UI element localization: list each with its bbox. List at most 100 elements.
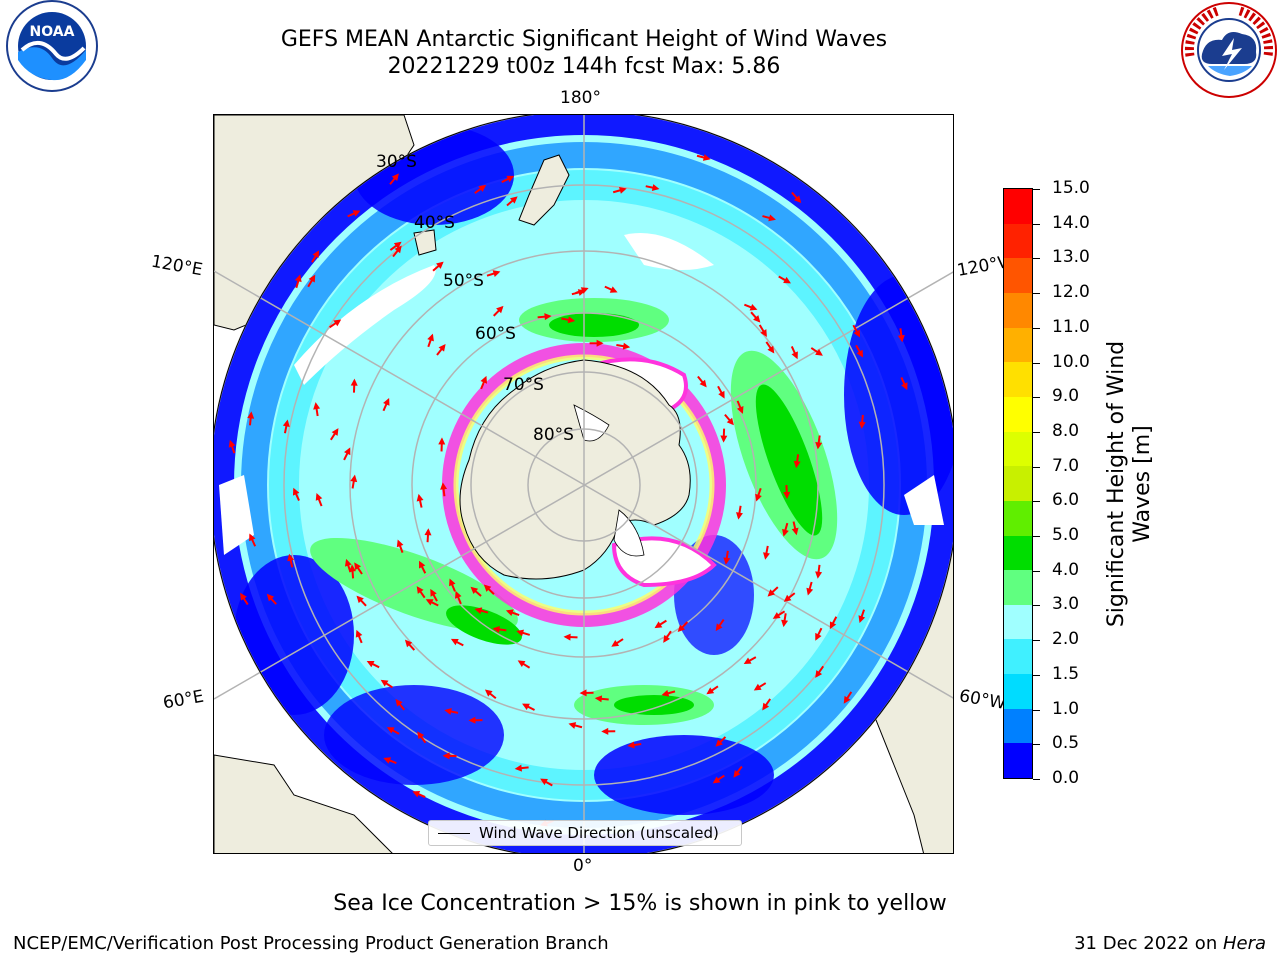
wind-arrow-head (627, 741, 635, 749)
wind-arrow-head (858, 421, 866, 429)
wind-arrow-head (897, 334, 905, 343)
noaa-logo: NOAA (0, 0, 104, 96)
wind-arrow-head (505, 609, 514, 617)
wind-arrow-head (768, 214, 776, 222)
lat-label-30s: 30°S (376, 152, 417, 172)
wind-arrow-head (743, 657, 752, 665)
colorbar-tick (1033, 501, 1040, 503)
wind-arrow-head (350, 378, 358, 386)
wind-arrow-head (783, 491, 791, 500)
colorbar (1003, 188, 1033, 779)
colorbar-tick (1033, 779, 1040, 780)
wind-arrow-head (702, 154, 711, 161)
wind-arrow-head (856, 349, 864, 358)
wind-arrow-head (853, 329, 861, 338)
wind-arrow-head (663, 635, 671, 643)
wind-arrow-head (783, 594, 792, 602)
wind-arrow-head (333, 319, 342, 327)
wind-arrow-head (484, 689, 493, 697)
colorbar-tick-label: 10.0 (1052, 351, 1090, 372)
wind-arrow-head (506, 175, 515, 183)
wind-arrow-head (793, 195, 802, 203)
wind-arrow-head (736, 512, 743, 520)
wind-arrow-head (383, 757, 392, 764)
wind-arrow-head (733, 769, 741, 778)
colorbar-segment (1004, 362, 1032, 397)
wind-arrow-head (510, 196, 518, 204)
colorbar-segment (1004, 743, 1032, 778)
chart-subtitle: 20221229 t00z 144h fcst Max: 5.86 (387, 54, 781, 79)
colorbar-tick (1033, 362, 1040, 364)
wind-arrow-head (544, 313, 552, 321)
legend-label: Wind Wave Direction (unscaled) (479, 824, 719, 842)
lon-label-60w: 60°W (957, 686, 1008, 714)
wind-arrow-head (424, 528, 432, 536)
wind-arrow-head (749, 303, 758, 311)
colorbar-segment (1004, 293, 1032, 328)
wind-arrow-head (331, 428, 339, 436)
wind-arrow-head (829, 621, 837, 630)
wind-arrow-head (781, 619, 789, 628)
svg-text:NOAA: NOAA (30, 24, 75, 40)
colorbar-tick-label: 2.0 (1052, 629, 1080, 650)
wind-arrow-head (438, 437, 446, 445)
wind-arrow-head (767, 345, 775, 354)
colorbar-segment (1004, 189, 1032, 224)
colorbar-tick-label: 4.0 (1052, 559, 1080, 580)
colorbar-title: Significant Height of Wind Waves [m] (1104, 340, 1155, 628)
wind-arrow-head (350, 474, 358, 483)
colorbar-tick (1033, 744, 1040, 746)
footer-host: Hera (1222, 933, 1266, 954)
colorbar-tick-label: 12.0 (1052, 282, 1090, 303)
wind-arrow-head (723, 557, 731, 565)
wind-arrow-head (843, 695, 851, 704)
colorbar-tick-label: 7.0 (1052, 455, 1080, 476)
colorbar-tick-label: 5.0 (1052, 525, 1080, 546)
wind-arrow-head (651, 184, 660, 192)
wind-arrow-head (354, 562, 362, 571)
wind-arrow-head (706, 687, 715, 695)
wind-arrow-head (444, 708, 452, 715)
map-panel: Wind Wave Direction (unscaled) (213, 114, 954, 854)
wind-arrow-head (394, 245, 402, 254)
wind-arrow-head (416, 493, 424, 502)
colorbar-tick-label: 0.5 (1052, 733, 1080, 754)
wind-arrow-head (762, 702, 770, 711)
wind-arrow-head (480, 375, 488, 384)
wind-arrow-head (483, 584, 492, 592)
nws-logo (1178, 0, 1280, 104)
wind-arrow-head (522, 703, 530, 710)
colorbar-tick-label: 1.0 (1052, 698, 1080, 719)
wind-arrow-head (492, 270, 501, 277)
wind-arrow-head (366, 660, 375, 668)
wind-arrow-head (806, 587, 814, 596)
land-new-zealand (518, 154, 570, 226)
footer-date: 31 Dec 2022 on Hera (1074, 933, 1266, 954)
wind-arrow-head (736, 406, 744, 414)
wind-arrow-head (450, 638, 459, 646)
wind-arrow-head (516, 629, 525, 637)
wind-arrows (228, 154, 908, 827)
colorbar-segment (1004, 604, 1032, 640)
wind-arrow-head (783, 276, 791, 284)
colorbar-tick (1033, 466, 1040, 468)
footer-credit: NCEP/EMC/Verification Post Processing Pr… (13, 933, 609, 954)
wind-arrow-head (901, 382, 908, 391)
land-africa (214, 754, 393, 853)
wind-arrow-head (349, 564, 357, 572)
colorbar-segment (1004, 639, 1032, 675)
wind-arrow-head (712, 776, 721, 784)
legend-line-sample (438, 833, 470, 834)
colorbar-tick (1033, 536, 1040, 538)
wind-arrow-head (596, 339, 604, 347)
wind-arrow-head (427, 333, 434, 342)
wind-arrow-head (540, 778, 548, 786)
wind-arrow-head (767, 589, 776, 597)
wind-arrow-head (430, 588, 437, 597)
wind-arrow-head (442, 752, 450, 760)
wind-arrow-head (308, 274, 316, 283)
wind-arrow-head (815, 632, 822, 641)
colorbar-segment (1004, 708, 1032, 744)
colorbar-tick-label: 3.0 (1052, 594, 1080, 615)
lon-label-0: 0° (573, 856, 593, 876)
